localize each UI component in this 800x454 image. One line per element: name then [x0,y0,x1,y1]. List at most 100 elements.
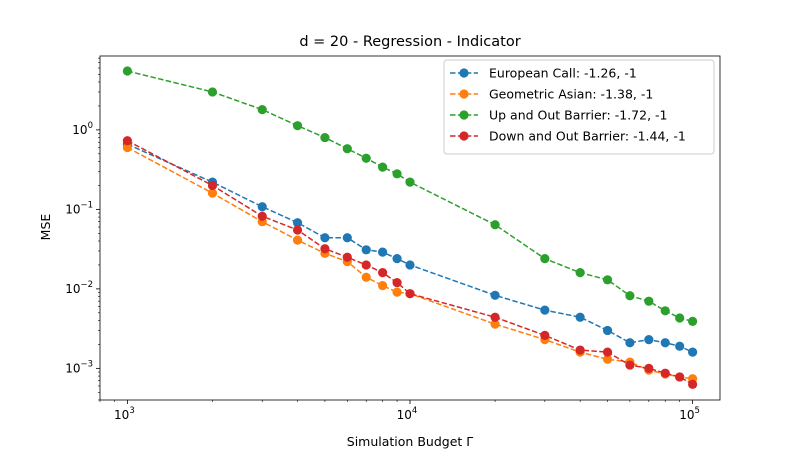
data-point [207,188,218,198]
data-point [361,245,371,255]
y-tick-base: 10 [65,202,80,216]
data-point [575,268,585,278]
x-tick-exponent: 3 [129,406,134,416]
data-point [575,345,585,355]
data-point [378,280,388,291]
data-point [490,319,500,329]
data-point [342,144,352,154]
x-tick-label: 104 [397,406,418,422]
data-point [292,218,303,228]
x-tick-base: 10 [397,408,412,422]
data-point [405,289,415,299]
data-point [602,354,613,364]
data-point [207,87,218,97]
data-point [405,260,415,270]
data-point [320,244,330,254]
data-point [257,211,267,221]
data-point [122,66,132,76]
data-point [490,290,500,300]
legend-marker [459,68,469,78]
data-point [392,254,402,264]
data-point [320,233,330,243]
data-point [675,372,685,382]
y-tick-label: 100 [72,121,93,137]
data-point [292,121,303,131]
data-point [320,132,330,143]
data-point [378,162,388,172]
data-point [540,305,550,315]
legend-label: Down and Out Barrier: -1.44, -1 [489,129,686,144]
y-tick-label: 10−2 [65,280,93,296]
data-point [660,306,670,316]
data-point [688,347,698,357]
chart-title: d = 20 - Regression - Indicator [299,34,520,50]
y-tick-label: 10−1 [65,200,93,216]
data-point [540,254,550,264]
data-point [644,363,654,373]
data-point [540,330,550,340]
x-tick-label: 105 [679,406,700,422]
data-point [361,272,371,282]
data-point [675,341,685,351]
legend: European Call: -1.26, -1 Geometric Asian:… [443,59,715,155]
data-point [602,325,613,336]
y-tick-base: 10 [65,361,80,375]
data-point [490,312,500,322]
data-point [602,347,613,357]
y-axis-label: MSE [38,214,53,241]
data-point [575,312,585,322]
data-point [378,268,388,278]
data-point [688,379,698,389]
data-point [207,180,218,191]
legend-label: Up and Out Barrier: -1.72, -1 [489,108,668,123]
data-point [625,360,635,370]
y-tick-exponent: −2 [80,280,93,290]
data-point [625,291,635,301]
x-tick-exponent: 4 [412,406,417,416]
data-point [342,252,352,262]
data-point [292,235,303,245]
data-point [405,177,415,187]
y-tick-exponent: −1 [80,200,93,210]
y-tick-label: 10−3 [65,359,93,375]
data-point [688,316,698,326]
data-point [392,287,402,297]
data-point [257,202,267,212]
x-tick-base: 10 [114,408,129,422]
data-point [122,136,132,146]
y-tick-base: 10 [72,123,87,137]
data-point [292,225,303,235]
y-tick-base: 10 [65,282,80,296]
legend-label: Geometric Asian: -1.38, -1 [489,87,653,102]
data-point [122,142,132,153]
x-tick-base: 10 [679,408,694,422]
data-point [490,220,500,230]
legend-marker [459,89,469,99]
data-point [660,368,670,378]
data-point [644,296,654,306]
data-point [378,247,388,257]
data-point [644,335,654,345]
data-point [602,275,613,285]
legend-marker [459,131,469,141]
legend-marker [459,110,469,120]
data-point [675,313,685,323]
y-tick-exponent: −3 [80,359,93,369]
data-point [392,277,402,288]
data-point [342,233,352,243]
data-point [361,260,371,270]
data-point [660,338,670,348]
data-point [625,338,635,348]
data-point [361,153,371,163]
legend-box [443,59,715,155]
y-tick-exponent: 0 [88,121,93,131]
x-tick-exponent: 5 [695,406,700,416]
data-point [257,104,267,115]
x-axis-label: Simulation Budget Γ [347,434,473,449]
legend-label: European Call: -1.26, -1 [489,66,637,81]
axes-frame [99,55,721,401]
x-tick-label: 103 [114,406,135,422]
